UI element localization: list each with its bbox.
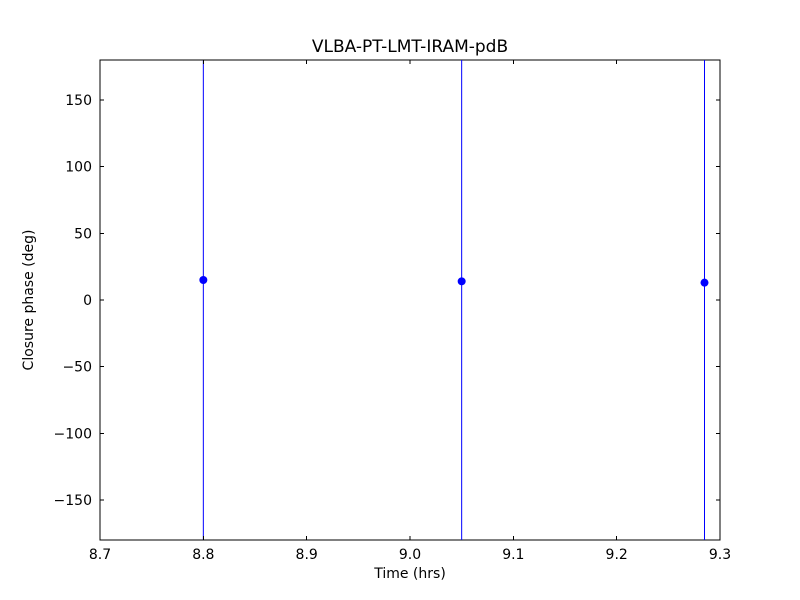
chart-title: VLBA-PT-LMT-IRAM-pdB <box>312 37 508 57</box>
x-tick-label: 9.0 <box>399 547 421 563</box>
data-point <box>700 278 709 287</box>
y-tick-label: 0 <box>83 293 92 309</box>
x-tick-label: 9.1 <box>502 547 524 563</box>
y-tick-label: 100 <box>65 160 92 176</box>
x-tick-label: 9.3 <box>709 547 731 563</box>
plot-render-group: 8.7 8.8 8.9 9.0 9.1 9.2 9.3 −150 −100 −50 0 50 100 15… <box>54 59 731 563</box>
y-tick-label: 150 <box>65 93 92 109</box>
y-tick-label: 50 <box>74 226 92 242</box>
data-point <box>199 276 208 284</box>
y-tick-label: −50 <box>62 360 92 376</box>
x-tick-label: 9.2 <box>606 547 628 563</box>
x-tick-label: 8.7 <box>89 547 111 563</box>
x-tick-label: 8.8 <box>192 547 214 563</box>
plot-area <box>99 59 721 541</box>
y-tick-label: −150 <box>54 493 92 509</box>
x-tick-label: 8.9 <box>296 547 318 563</box>
x-axis-label: Time (hrs) <box>373 566 446 582</box>
data-point <box>457 277 466 286</box>
y-tick-label: −100 <box>54 426 92 442</box>
y-axis-label: Closure phase (deg) <box>21 230 37 371</box>
